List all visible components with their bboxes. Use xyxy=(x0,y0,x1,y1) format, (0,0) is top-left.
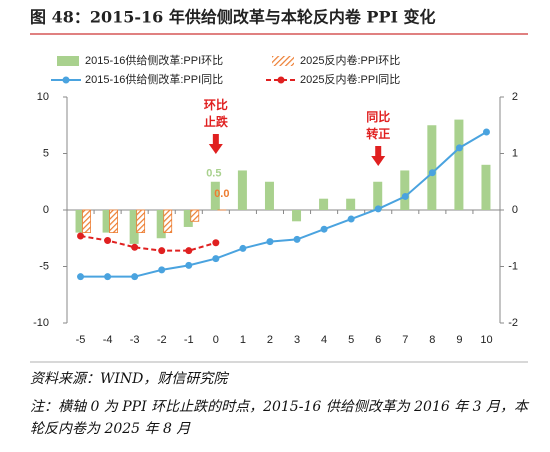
y2-tick-label: -1 xyxy=(508,260,518,272)
y-tick-label: 10 xyxy=(37,91,49,103)
chart-title: 图 48：2015-16 年供给侧改革与本轮反内卷 PPI 变化 xyxy=(30,8,436,27)
legend-swatch xyxy=(272,56,294,66)
annotation: 环比 xyxy=(204,97,228,112)
source: 资料来源：WIND，财信研究院 xyxy=(30,371,228,387)
bar xyxy=(75,210,85,233)
bar xyxy=(454,119,464,210)
point xyxy=(104,237,112,245)
point xyxy=(239,244,247,252)
bar xyxy=(190,209,200,222)
note: 注：横轴 0 为 PPI 环比止跌的时点，2015-16 供给侧改革为 2016… xyxy=(30,399,529,437)
chart: 图 48：2015-16 年供给侧改革与本轮反内卷 PPI 变化 -10-505… xyxy=(30,8,528,363)
y-tick-label: 5 xyxy=(43,147,49,159)
annotation: 同比 xyxy=(366,109,390,124)
x-tick-label: 1 xyxy=(240,334,246,346)
point xyxy=(374,205,382,213)
legend-swatch xyxy=(62,76,70,84)
point xyxy=(482,128,490,136)
x-tick-label: 4 xyxy=(321,334,327,346)
bar xyxy=(264,181,274,210)
x-tick-label: 6 xyxy=(375,334,381,346)
bar xyxy=(163,209,173,234)
point xyxy=(428,169,436,177)
point xyxy=(320,225,328,233)
point xyxy=(131,273,139,281)
point xyxy=(212,255,220,263)
y2-tick-label: -2 xyxy=(508,317,518,329)
data-label: 0.0 xyxy=(214,188,229,200)
point xyxy=(455,144,463,152)
bar xyxy=(102,210,112,233)
point xyxy=(293,235,301,243)
bar xyxy=(129,210,139,244)
point xyxy=(185,261,193,269)
y-tick-label: -5 xyxy=(39,260,49,272)
bar xyxy=(346,198,356,210)
legend-label: 2025反内卷:PPI环比 xyxy=(300,53,400,67)
point xyxy=(158,266,166,274)
bar xyxy=(400,170,410,210)
bar xyxy=(156,210,166,239)
point xyxy=(158,247,166,255)
x-tick-label: 0 xyxy=(213,334,219,346)
y-tick-label: 0 xyxy=(43,204,49,216)
y2-tick-label: 1 xyxy=(512,147,518,159)
data-label: 0.5 xyxy=(206,168,221,180)
bar xyxy=(292,210,302,222)
point xyxy=(212,239,220,247)
point xyxy=(131,243,139,251)
x-tick-label: -2 xyxy=(157,334,167,346)
line xyxy=(80,131,487,278)
bar xyxy=(373,181,383,210)
legend-label: 2015-16供给侧改革:PPI同比 xyxy=(85,72,223,86)
y2-tick-label: 2 xyxy=(512,91,518,103)
point xyxy=(77,273,85,281)
x-tick-label: 8 xyxy=(429,334,435,346)
bar xyxy=(237,170,247,210)
bar xyxy=(109,209,118,234)
bar xyxy=(427,125,437,210)
annotation: 转正 xyxy=(366,126,390,141)
point xyxy=(104,273,112,281)
x-tick-label: -1 xyxy=(184,334,194,346)
legend-label: 2015-16供给侧改革:PPI环比 xyxy=(85,53,223,67)
x-tick-label: 3 xyxy=(294,334,300,346)
bar xyxy=(481,164,491,210)
x-tick-label: 2 xyxy=(267,334,273,346)
point xyxy=(266,238,274,246)
bar xyxy=(319,198,329,210)
line xyxy=(80,235,217,252)
x-tick-label: -5 xyxy=(76,334,86,346)
x-tick-label: 5 xyxy=(348,334,354,346)
point xyxy=(401,192,409,200)
x-tick-label: 9 xyxy=(456,334,462,346)
x-tick-label: -4 xyxy=(103,334,113,346)
bar xyxy=(183,210,193,227)
point xyxy=(77,232,85,240)
y-tick-label: -10 xyxy=(33,317,49,329)
annotation-arrow xyxy=(208,134,223,154)
x-tick-label: -3 xyxy=(130,334,140,346)
bar xyxy=(82,209,91,234)
x-tick-label: 10 xyxy=(480,334,492,346)
legend-label: 2025反内卷:PPI同比 xyxy=(300,72,400,86)
x-tick-label: 7 xyxy=(402,334,408,346)
annotation: 止跌 xyxy=(204,114,229,129)
bar xyxy=(210,181,220,210)
bar xyxy=(136,209,146,234)
point xyxy=(347,215,355,223)
legend-swatch xyxy=(57,56,79,66)
y2-tick-label: 0 xyxy=(512,204,518,216)
annotation-arrow xyxy=(371,146,386,166)
point xyxy=(185,247,193,255)
legend-swatch xyxy=(277,76,285,84)
